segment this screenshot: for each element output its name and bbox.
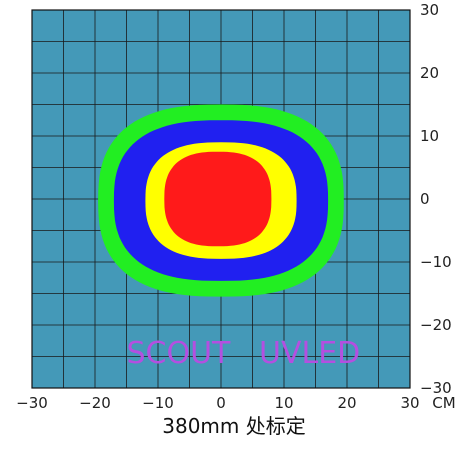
contour-levels [98, 104, 344, 297]
y-axis-tick-labels: −30 −20 −10 0 10 20 30 [420, 1, 452, 397]
chart-annotation: SCOUT UVLED [127, 336, 361, 371]
y-tick-label: 30 [420, 1, 439, 19]
x-tick-label: −20 [79, 394, 111, 412]
plot-frame [31, 9, 411, 389]
plot-border [31, 9, 411, 389]
x-tick-label: 30 [400, 394, 419, 412]
x-axis-tick-labels: −30 −20 −10 0 10 20 30 CM [16, 394, 456, 412]
y-tick-label: 20 [420, 64, 439, 82]
y-tick-label: −30 [420, 379, 452, 397]
x-tick-label: 10 [274, 394, 293, 412]
chart-caption: 380mm 处标定 [162, 414, 306, 438]
x-tick-label: −10 [142, 394, 174, 412]
x-tick-label: 20 [337, 394, 356, 412]
x-tick-label: 0 [216, 394, 226, 412]
y-tick-label: 10 [420, 127, 439, 145]
annotations: SCOUT UVLED [127, 336, 361, 371]
y-tick-label: 0 [420, 190, 430, 208]
y-tick-label: −10 [420, 253, 452, 271]
x-axis-unit: CM [432, 394, 455, 412]
contour-level-4 [164, 151, 272, 247]
y-tick-label: −20 [420, 316, 452, 334]
x-tick-label: −30 [16, 394, 48, 412]
